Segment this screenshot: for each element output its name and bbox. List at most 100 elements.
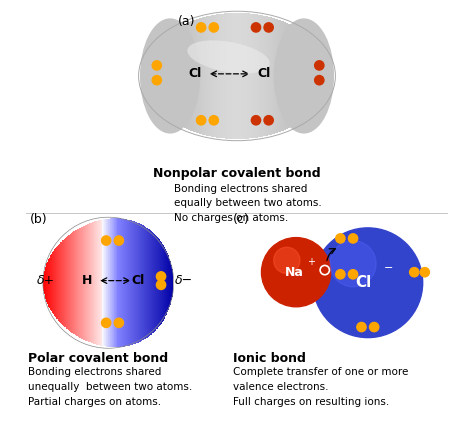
Ellipse shape [273,18,334,133]
Bar [284,22,285,130]
Bar [82,226,83,339]
Bar [158,43,159,109]
Bar [60,242,61,323]
Bar [215,15,216,137]
Bar [166,251,167,315]
Bar [59,244,60,322]
Text: Cl: Cl [188,68,201,80]
Bar [323,53,324,99]
Circle shape [330,241,376,287]
Bar [269,17,270,135]
Circle shape [348,234,358,243]
Bar [207,16,208,136]
Circle shape [273,247,300,273]
Bar [131,220,132,345]
Bar [83,226,84,340]
Bar [164,36,165,116]
Bar [159,42,160,110]
Bar [179,26,180,126]
Bar [154,233,155,332]
Bar [282,21,283,131]
Bar [63,240,64,326]
Bar [313,41,314,111]
Circle shape [262,238,331,307]
Bar [213,15,214,137]
Bar [324,54,325,97]
Bar [197,19,198,133]
Bar [246,13,247,139]
Bar [114,218,115,347]
Circle shape [370,322,379,332]
Bar [202,17,203,135]
Bar [303,32,304,120]
Bar [96,221,97,345]
Bar [232,13,233,139]
Bar [328,67,329,85]
Bar [225,14,226,138]
Bar [227,13,228,139]
Bar [271,17,272,135]
Circle shape [315,61,324,70]
Bar [153,49,154,103]
Bar [259,15,260,137]
Bar [326,58,327,94]
Bar [127,219,128,346]
Bar [298,28,299,124]
Circle shape [197,116,206,125]
Bar [43,275,44,291]
Bar [276,19,277,133]
Bar [86,225,87,341]
Circle shape [336,234,345,243]
Bar [165,249,166,316]
Bar [87,224,88,341]
Bar [307,35,308,117]
Bar [286,23,287,129]
Bar [115,218,116,347]
Bar [295,27,296,125]
Bar [204,17,205,135]
Circle shape [348,270,358,279]
Bar [91,222,92,343]
Ellipse shape [140,18,201,133]
Bar [106,219,107,346]
Bar [134,221,135,344]
Bar [153,233,154,333]
Bar [105,219,106,346]
Bar [170,260,171,305]
Bar [84,225,85,340]
Bar [318,46,319,106]
Bar [90,223,91,342]
Bar [97,221,98,345]
Bar [301,31,302,121]
Bar [111,218,112,347]
Bar [44,271,45,294]
Text: Nonpolar covalent bond: Nonpolar covalent bond [153,167,321,180]
Bar [79,228,80,338]
Bar [233,13,234,139]
Circle shape [251,23,261,32]
Bar [203,17,204,135]
Bar [265,16,266,136]
Circle shape [197,23,206,32]
Bar [154,47,155,105]
Bar [172,31,173,121]
Bar [103,219,104,346]
Text: Complete transfer of one or more
valence electrons.
Full charges on resulting io: Complete transfer of one or more valence… [233,367,408,407]
Bar [148,229,149,337]
Bar [218,14,219,138]
Bar [279,20,280,132]
Bar [70,234,71,332]
Bar [196,19,197,133]
Bar [151,51,152,101]
Bar [65,238,66,328]
Bar [118,218,119,347]
Bar [121,219,122,347]
Bar [176,28,177,124]
Bar [278,19,279,133]
Bar [133,221,134,344]
Bar [314,42,315,110]
Bar [124,219,125,346]
Bar [191,21,192,131]
Bar [110,219,111,347]
Bar [147,58,148,94]
